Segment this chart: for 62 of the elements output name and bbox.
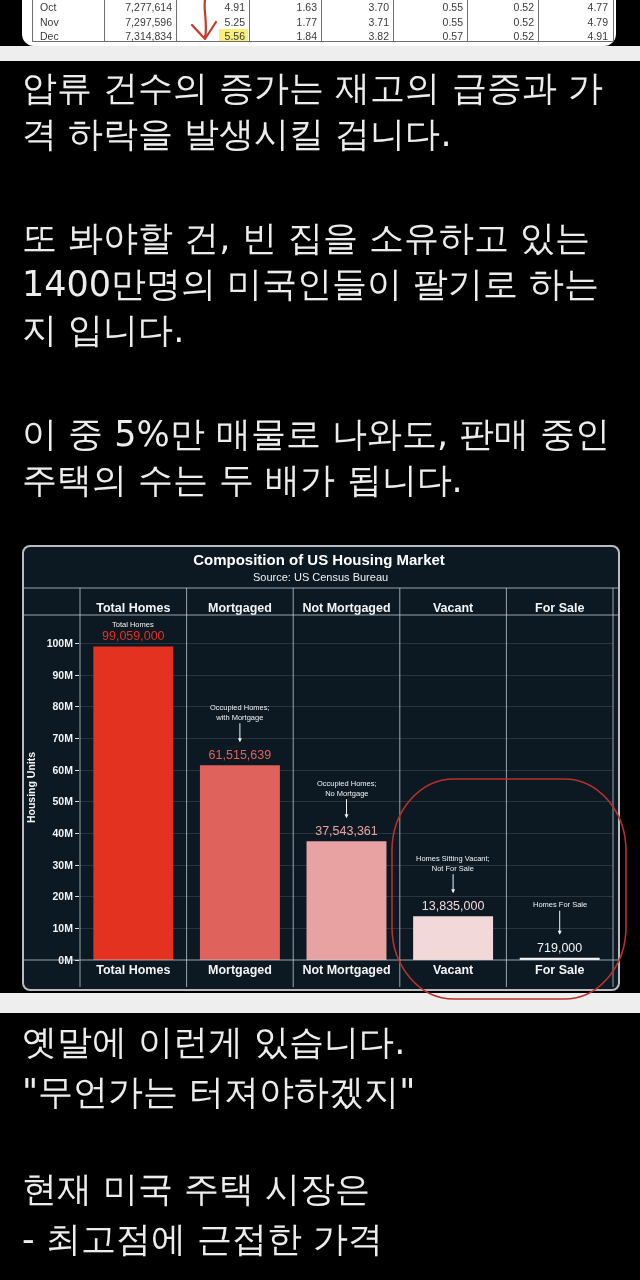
text: 0.57 bbox=[441, 29, 463, 44]
bar bbox=[93, 646, 174, 960]
text: 1.63 bbox=[295, 0, 317, 15]
text: 0.52 bbox=[512, 29, 534, 44]
category-label: Total Homes bbox=[96, 962, 171, 977]
y-tick-label: 90M bbox=[52, 668, 74, 681]
text: 4.91 bbox=[223, 0, 245, 15]
y-tick-label: 30M bbox=[52, 858, 74, 871]
text: 1.84 bbox=[295, 29, 317, 44]
bar bbox=[413, 916, 494, 960]
y-axis-title: Housing Units bbox=[25, 751, 38, 824]
y-tick-label: 0M bbox=[58, 953, 74, 966]
y-tick-label: 50M bbox=[52, 795, 74, 808]
text: 4.77 bbox=[586, 0, 608, 15]
data-label: 37,543,361 bbox=[315, 824, 378, 839]
text: 현재 미국 주택 시장은 - 최고점에 근접한 가격 bbox=[22, 1168, 384, 1261]
y-tick-label: 40M bbox=[52, 827, 74, 840]
category-label: Mortgaged bbox=[207, 962, 272, 977]
category-label: Not Mortgaged bbox=[302, 962, 391, 977]
text: 옛말에 이런게 있습니다. "무언가는 터져야하겠지" bbox=[22, 1021, 417, 1114]
x-tick-label: Not Mortgaged bbox=[302, 600, 391, 615]
text: Oct bbox=[40, 0, 57, 15]
text: 7,277,614 bbox=[124, 0, 172, 15]
y-tick-label: 100M bbox=[46, 637, 74, 650]
text: 7,297,596 bbox=[124, 15, 172, 30]
text: 5.56 bbox=[223, 29, 245, 44]
text: 4.91 bbox=[586, 29, 608, 44]
y-tick-label: 80M bbox=[52, 700, 74, 713]
text: 1.77 bbox=[295, 15, 317, 30]
text: 3.71 bbox=[367, 15, 389, 30]
text: 또 봐야할 건, 빈 집을 소유하고 있는 1400만명의 미국인들이 팔기로 하는지 입니다. bbox=[22, 217, 601, 352]
text: 4.79 bbox=[586, 15, 608, 30]
text: 5.25 bbox=[223, 15, 245, 30]
source-note: Source: US Census Bureau bbox=[253, 571, 389, 583]
data-label: 719,000 bbox=[537, 940, 583, 955]
y-tick-label: 60M bbox=[52, 763, 74, 776]
x-tick-label: Total Homes bbox=[96, 600, 171, 615]
x-tick-label: Vacant bbox=[432, 600, 475, 615]
text: 0.55 bbox=[441, 15, 463, 30]
data-label: 13,835,000 bbox=[421, 899, 485, 914]
chart-title: Composition of US Housing Market bbox=[193, 551, 445, 569]
x-tick-label: For Sale bbox=[535, 600, 585, 615]
x-tick-label: Mortgaged bbox=[207, 600, 272, 615]
y-tick-label: 10M bbox=[52, 922, 74, 935]
category-label: For Sale bbox=[535, 962, 585, 977]
text: 0.55 bbox=[441, 0, 463, 15]
category-label: Vacant bbox=[432, 962, 474, 977]
text: 이 중 5%만 매물로 나와도, 판매 중인 주택의 수는 두 배가 됩니다. bbox=[22, 413, 612, 502]
text: 3.70 bbox=[367, 0, 389, 15]
bar bbox=[306, 841, 387, 960]
text: 3.82 bbox=[367, 29, 389, 44]
bar bbox=[199, 765, 280, 960]
text: 압류 건수의 증가는 재고의 급증과 가격 하락을 발생시킬 겁니다. bbox=[22, 67, 604, 156]
text: 0.52 bbox=[512, 15, 534, 30]
text: 7,314,834 bbox=[124, 29, 172, 44]
text: 0.52 bbox=[512, 0, 534, 15]
y-tick-label: 20M bbox=[52, 890, 74, 903]
text: Nov bbox=[40, 15, 59, 30]
data-label: 61,515,639 bbox=[208, 748, 272, 763]
text: Dec bbox=[40, 29, 59, 44]
y-tick-label: 70M bbox=[52, 732, 74, 745]
data-label: 99,059,000 bbox=[102, 629, 165, 644]
